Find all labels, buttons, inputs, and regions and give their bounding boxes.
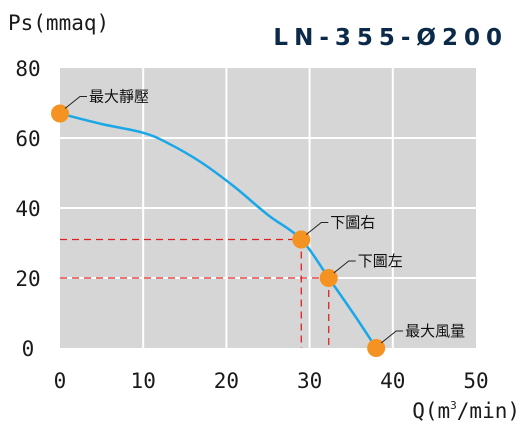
- annotation-leader: [333, 260, 356, 274]
- x-tick-label: 50: [463, 369, 488, 393]
- y-tick-label: 60: [15, 127, 40, 151]
- x-tick-labels: 0 10 20 30 40 50: [54, 369, 489, 393]
- x-axis-title-sup: 3: [450, 399, 457, 412]
- annotation-label: 最大風量: [405, 322, 465, 340]
- annotation-label: 最大靜壓: [89, 88, 149, 106]
- x-tick-label: 10: [131, 369, 156, 393]
- data-markers: [51, 104, 386, 357]
- annotation-label: 下圖右: [330, 214, 375, 232]
- series-curve: [59, 112, 378, 349]
- annotation-label: 下圖左: [358, 252, 403, 270]
- y-tick-label: 80: [15, 57, 40, 81]
- y-tick-label: 20: [15, 267, 40, 291]
- annotation-leader: [64, 96, 87, 109]
- annotation-leader: [305, 222, 329, 235]
- y-axis-title: Ps(mmaq): [8, 11, 109, 35]
- x-tick-label: 20: [214, 369, 239, 393]
- x-tick-label: 0: [54, 369, 67, 393]
- data-point-marker: [319, 269, 338, 287]
- chart-title: LN-355-Ø200: [273, 25, 508, 51]
- x-axis-title-rest: /min): [457, 399, 520, 423]
- data-point-marker: [292, 230, 311, 249]
- data-point-marker: [367, 339, 386, 357]
- x-axis-title-main: Q(m: [412, 399, 450, 423]
- x-axis-title: Q(m3/min): [412, 399, 520, 423]
- guide-lines: [60, 238, 330, 348]
- y-tick-labels: 0 20 40 60 80: [15, 57, 40, 361]
- annotation-leader: [380, 330, 404, 344]
- y-tick-label: 0: [22, 337, 35, 361]
- x-tick-label: 40: [380, 369, 405, 393]
- y-tick-label: 40: [15, 197, 40, 221]
- data-point-marker: [51, 104, 69, 123]
- grid-lines: [60, 68, 476, 348]
- x-tick-label: 30: [297, 369, 322, 393]
